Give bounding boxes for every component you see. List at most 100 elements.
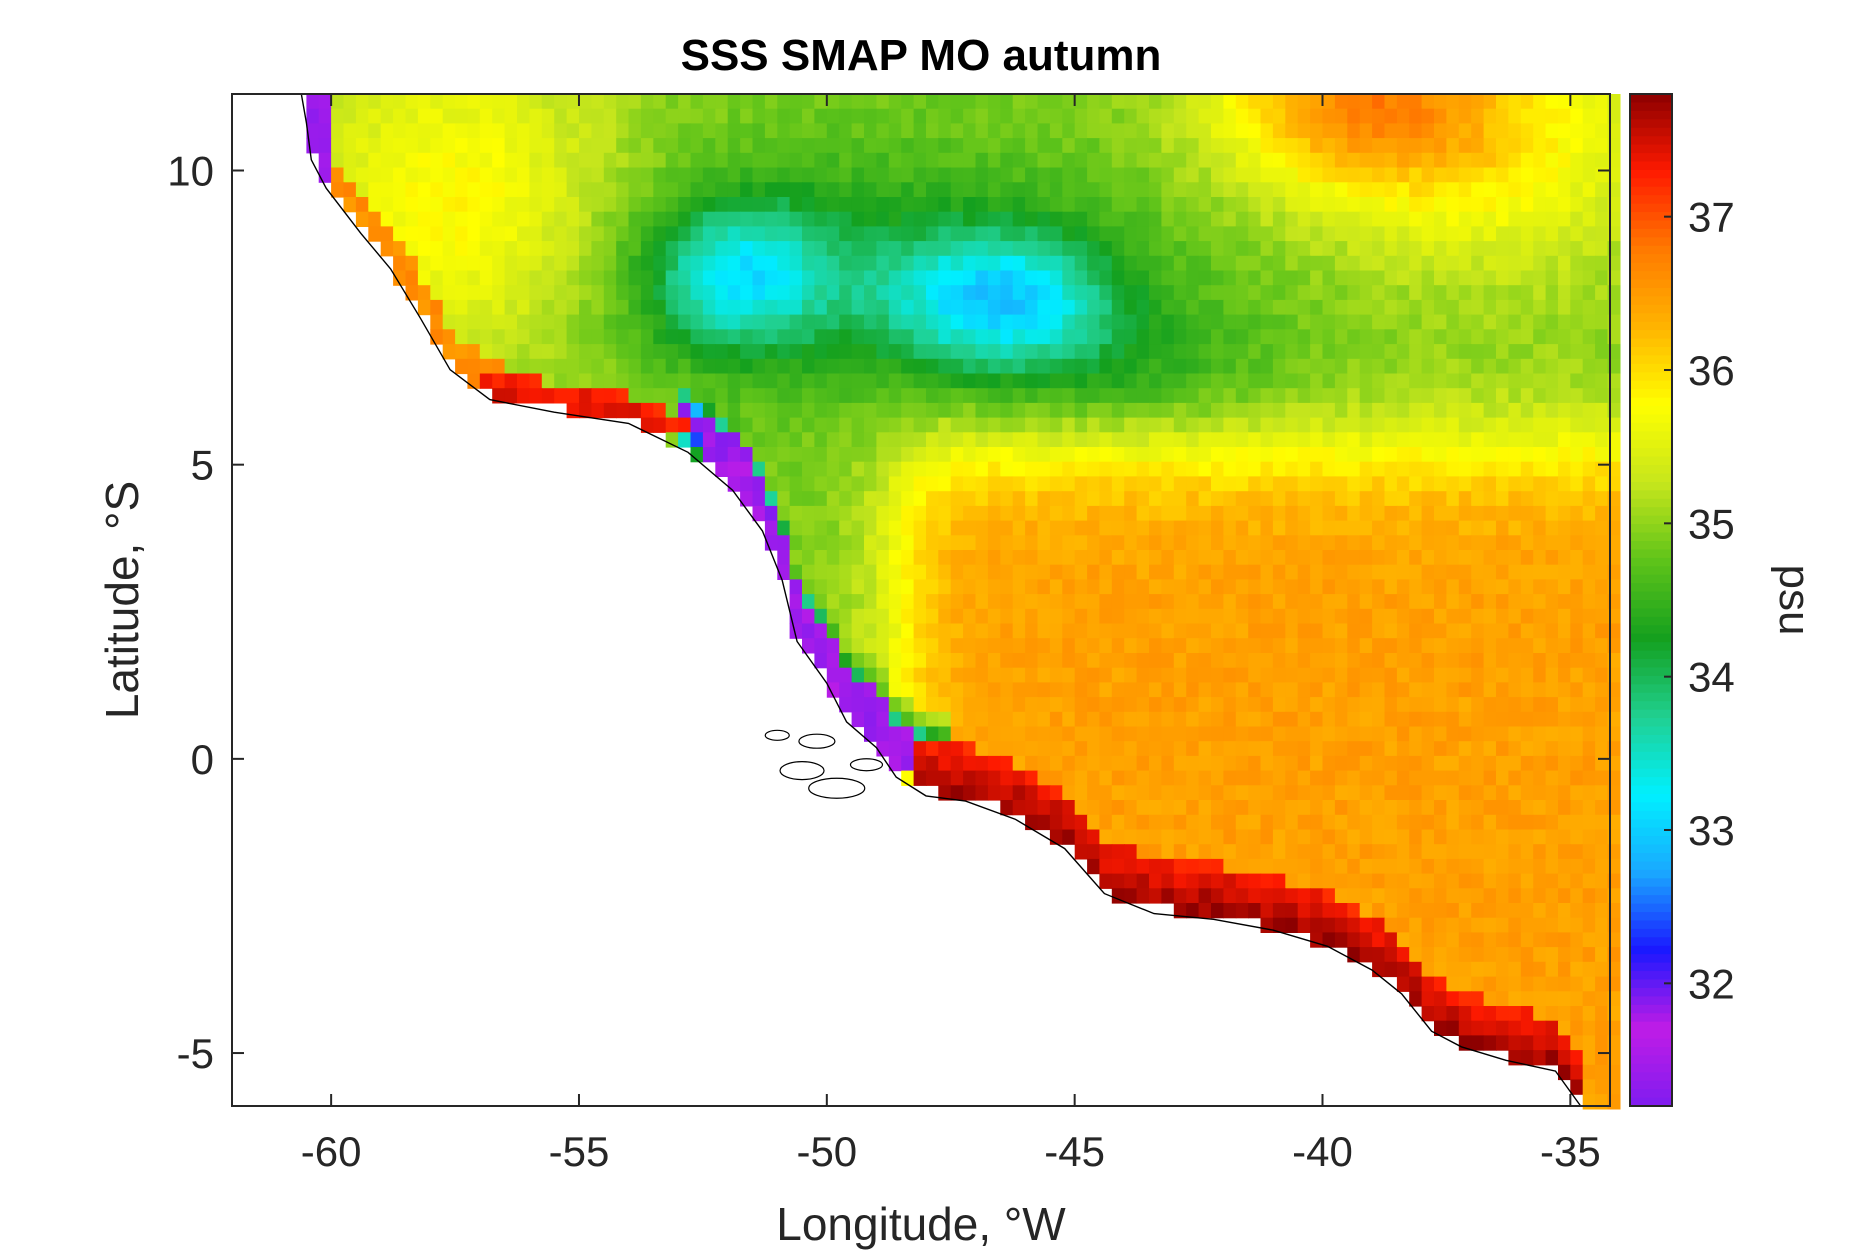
heatmap-cell [975, 623, 989, 639]
heatmap-cell [1211, 594, 1224, 610]
heatmap-cell [442, 123, 456, 139]
heatmap-cell [1347, 461, 1361, 477]
heatmap-cell [529, 358, 543, 375]
heatmap-cell [455, 299, 469, 316]
heatmap-cell [690, 167, 704, 183]
heatmap-cell [1049, 388, 1063, 404]
heatmap-cell [1409, 917, 1423, 933]
heatmap-cell [1136, 653, 1150, 669]
heatmap-cell [1396, 255, 1410, 272]
heatmap-cell [1248, 94, 1262, 110]
heatmap-cell [1359, 947, 1373, 963]
heatmap-cell [1149, 241, 1162, 257]
heatmap-cell [1545, 358, 1559, 375]
heatmap-cell [1409, 667, 1423, 683]
heatmap-cell [1074, 579, 1088, 595]
heatmap-cell [1533, 344, 1547, 360]
heatmap-cell [764, 285, 778, 301]
heatmap-cell [1074, 491, 1088, 507]
heatmap-cell [1334, 917, 1348, 933]
heatmap-cell [1558, 432, 1571, 448]
heatmap-cell [1458, 152, 1472, 169]
heatmap-cell [938, 653, 952, 669]
heatmap-cell [1421, 711, 1435, 728]
heatmap-cell [1434, 858, 1447, 875]
heatmap-cell [1198, 344, 1212, 360]
heatmap-cell [1496, 947, 1509, 963]
heatmap-cell [1322, 285, 1336, 301]
heatmap-cell [1582, 197, 1596, 213]
heatmap-cell [1384, 800, 1398, 816]
heatmap-cell [1310, 535, 1324, 551]
heatmap-cell [901, 226, 915, 242]
heatmap-cell [1421, 961, 1435, 978]
heatmap-cell [1396, 976, 1410, 992]
heatmap-cell [541, 344, 555, 360]
heatmap-cell [1074, 667, 1088, 683]
heatmap-cell [1434, 226, 1447, 242]
heatmap-cell [839, 299, 853, 316]
heatmap-cell [1570, 1064, 1584, 1081]
heatmap-cell [1458, 402, 1472, 419]
heatmap-cell [1545, 226, 1559, 242]
heatmap-cell [1099, 550, 1113, 566]
heatmap-cell [1421, 270, 1435, 286]
heatmap-cell [467, 167, 481, 183]
heatmap-cell [1037, 388, 1051, 404]
heatmap-cell [1520, 417, 1534, 433]
heatmap-cell [1520, 270, 1534, 286]
heatmap-cell [1272, 402, 1286, 419]
heatmap-cell [1483, 255, 1497, 272]
heatmap-cell [1570, 888, 1584, 904]
heatmap-cell [1149, 138, 1162, 154]
heatmap-cell [1396, 182, 1410, 198]
heatmap-cell [1111, 755, 1125, 772]
colorbar-swatch [1630, 347, 1672, 357]
heatmap-cell [1025, 182, 1039, 198]
heatmap-cell [1037, 358, 1051, 375]
heatmap-cell [1062, 417, 1076, 433]
heatmap-cell [1558, 182, 1571, 198]
heatmap-cell [1409, 197, 1423, 213]
heatmap-cell [950, 711, 964, 728]
heatmap-cell [504, 182, 518, 198]
heatmap-cell [1520, 402, 1534, 419]
heatmap-cell [826, 520, 840, 536]
heatmap-cell [1223, 873, 1237, 889]
heatmap-cell [715, 270, 729, 286]
heatmap-cell [1347, 564, 1361, 580]
heatmap-cell [1297, 476, 1311, 492]
colorbar-swatch [1630, 287, 1672, 298]
heatmap-cell [1384, 550, 1398, 566]
heatmap-cell [1359, 270, 1373, 286]
colorbar-swatch [1630, 785, 1672, 795]
heatmap-cell [1173, 270, 1187, 286]
heatmap-cell [653, 123, 667, 139]
heatmap-cell [715, 211, 729, 227]
heatmap-cell [987, 123, 1001, 139]
heatmap-cell [1372, 211, 1386, 227]
heatmap-cell [777, 255, 791, 272]
heatmap-cell [1396, 697, 1410, 713]
heatmap-cell [926, 197, 939, 213]
heatmap-cell [1359, 461, 1373, 477]
heatmap-cell [1359, 814, 1373, 831]
heatmap-cell [1161, 491, 1175, 507]
heatmap-cell [1136, 888, 1150, 904]
heatmap-cell [1260, 608, 1274, 625]
heatmap-cell [1211, 344, 1224, 360]
colorbar-swatch [1630, 1038, 1672, 1048]
heatmap-cell [1558, 94, 1571, 110]
heatmap-cell [1149, 152, 1162, 169]
heatmap-cell [455, 108, 469, 124]
heatmap-cell [839, 564, 853, 580]
heatmap-cell [913, 741, 927, 757]
heatmap-cell [913, 167, 927, 183]
heatmap-cell [1384, 932, 1398, 948]
heatmap-cell [1446, 182, 1460, 198]
heatmap-cell [1458, 653, 1472, 669]
heatmap-cell [1297, 344, 1311, 360]
colorbar-swatch [1630, 768, 1672, 778]
heatmap-cell [715, 138, 729, 154]
heatmap-cell [1396, 447, 1410, 463]
